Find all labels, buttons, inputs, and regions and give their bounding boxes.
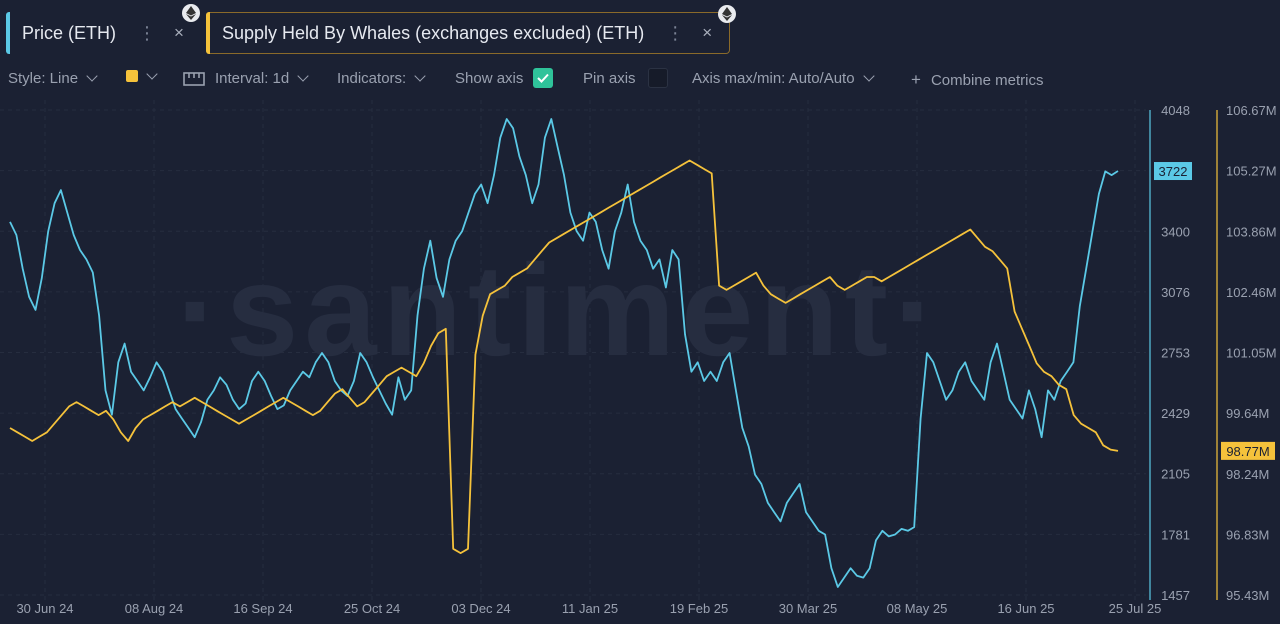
price-tick-label: 4048 <box>1161 103 1190 118</box>
whales-supply-line[interactable] <box>9 159 1119 555</box>
interval-icon <box>183 71 205 86</box>
metric-tab-price[interactable]: Price (ETH) ⋮ × <box>6 4 200 54</box>
chevron-down-icon <box>86 70 98 82</box>
price-current-value: 3722 <box>1159 164 1188 179</box>
price-tick-label: 1457 <box>1161 588 1190 603</box>
whales-tick-label: 102.46M <box>1226 285 1277 300</box>
whales-tick-label: 103.86M <box>1226 224 1277 239</box>
color-swatch <box>126 70 138 82</box>
more-options-icon[interactable]: ⋮ <box>666 22 685 43</box>
close-icon[interactable]: × <box>702 23 713 42</box>
price-tick-label: 1781 <box>1161 527 1190 542</box>
watermark: ·santiment· <box>177 237 944 383</box>
show-axis-label: Show axis <box>455 69 524 87</box>
chart-grid <box>0 100 1146 600</box>
date-tick-label: 03 Dec 24 <box>451 601 510 616</box>
whales-current-value: 98.77M <box>1226 444 1269 459</box>
whales-axis-ticks: 106.67M 105.27M 103.86M 102.46M 101.05M 99.64… <box>1226 103 1277 603</box>
date-tick-label: 16 Jun 25 <box>997 601 1054 616</box>
indicators-label: Indicators: <box>337 70 407 87</box>
price-tick-label: 2105 <box>1161 467 1190 482</box>
date-tick-label: 08 May 25 <box>887 601 948 616</box>
price-current-badge <box>1154 162 1192 181</box>
whales-tick-label: 98.24M <box>1226 467 1269 482</box>
date-axis-ticks: 30 Jun 24 08 Aug 24 16 Sep 24 25 Oct 24 03 D… <box>16 601 1161 616</box>
whales-tick-label: 106.67M <box>1226 103 1277 118</box>
combine-metrics-button[interactable]: + Combine metrics <box>911 70 1043 90</box>
color-picker[interactable] <box>126 67 158 82</box>
style-label: Style: Line <box>8 70 79 87</box>
indicators-select[interactable]: Indicators: <box>337 70 426 87</box>
chart-area[interactable]: ·santiment· 4048 3400 3076 2753 2429 2105 1781… <box>0 100 1280 624</box>
chevron-down-icon <box>862 70 875 82</box>
close-icon[interactable]: × <box>174 23 184 42</box>
pin-axis-label: Pin axis <box>583 69 636 87</box>
chevron-down-icon <box>297 70 309 82</box>
whales-tick-label: 101.05M <box>1226 346 1277 361</box>
price-tick-label: 3076 <box>1161 285 1190 300</box>
style-select[interactable]: Style: Line <box>8 70 98 87</box>
date-tick-label: 25 Jul 25 <box>1109 601 1162 616</box>
metric-tab-label: Price (ETH) <box>22 22 116 43</box>
price-axis-ticks: 4048 3400 3076 2753 2429 2105 1781 1457 <box>1161 103 1190 603</box>
whales-tick-label: 96.83M <box>1226 527 1269 542</box>
date-tick-label: 16 Sep 24 <box>233 601 292 616</box>
checkbox-unchecked-icon[interactable] <box>647 68 668 88</box>
plus-icon: + <box>911 70 921 89</box>
ethereum-icon <box>718 5 736 23</box>
price-tick-label: 3400 <box>1161 224 1190 239</box>
whales-tick-label: 105.27M <box>1226 164 1277 179</box>
pin-axis-toggle[interactable]: Pin axis <box>583 68 668 88</box>
chevron-down-icon <box>414 70 426 82</box>
date-tick-label: 08 Aug 24 <box>125 601 184 616</box>
price-tick-label: 2429 <box>1161 406 1190 421</box>
date-tick-label: 25 Oct 24 <box>344 601 400 616</box>
series-color-bar <box>206 12 210 54</box>
series-lines <box>9 118 1119 588</box>
date-tick-label: 30 Mar 25 <box>779 601 838 616</box>
ethereum-icon <box>182 4 200 22</box>
interval-select[interactable]: Interval: 1d <box>183 70 309 87</box>
price-line[interactable] <box>9 118 1119 588</box>
date-tick-label: 11 Jan 25 <box>562 601 618 616</box>
current-value-labels: 3722 98.77M <box>1154 162 1275 460</box>
date-tick-label: 19 Feb 25 <box>670 601 729 616</box>
show-axis-toggle[interactable]: Show axis <box>455 68 554 88</box>
whales-tick-label: 99.64M <box>1226 406 1269 421</box>
series-color-bar <box>6 12 10 54</box>
combine-metrics-label: Combine metrics <box>930 71 1044 89</box>
axis-maxmin-select[interactable]: Axis max/min: Auto/Auto <box>692 70 875 87</box>
axis-maxmin-label: Axis max/min: Auto/Auto <box>692 70 855 87</box>
chevron-down-icon <box>146 67 158 80</box>
chart-toolbar: Style: Line Interval: 1d Indicators: Sho… <box>0 66 1280 94</box>
whales-current-badge <box>1221 441 1275 460</box>
whales-tick-label: 95.43M <box>1226 588 1269 603</box>
checkbox-checked-icon[interactable] <box>533 68 554 88</box>
metric-tab-whales[interactable]: Supply Held By Whales (exchanges exclude… <box>206 5 736 54</box>
price-tick-label: 2753 <box>1161 345 1190 360</box>
metric-tab-label: Supply Held By Whales (exchanges exclude… <box>222 22 645 43</box>
more-options-icon[interactable]: ⋮ <box>138 22 156 43</box>
date-tick-label: 30 Jun 24 <box>16 601 73 616</box>
interval-label: Interval: 1d <box>215 70 290 87</box>
